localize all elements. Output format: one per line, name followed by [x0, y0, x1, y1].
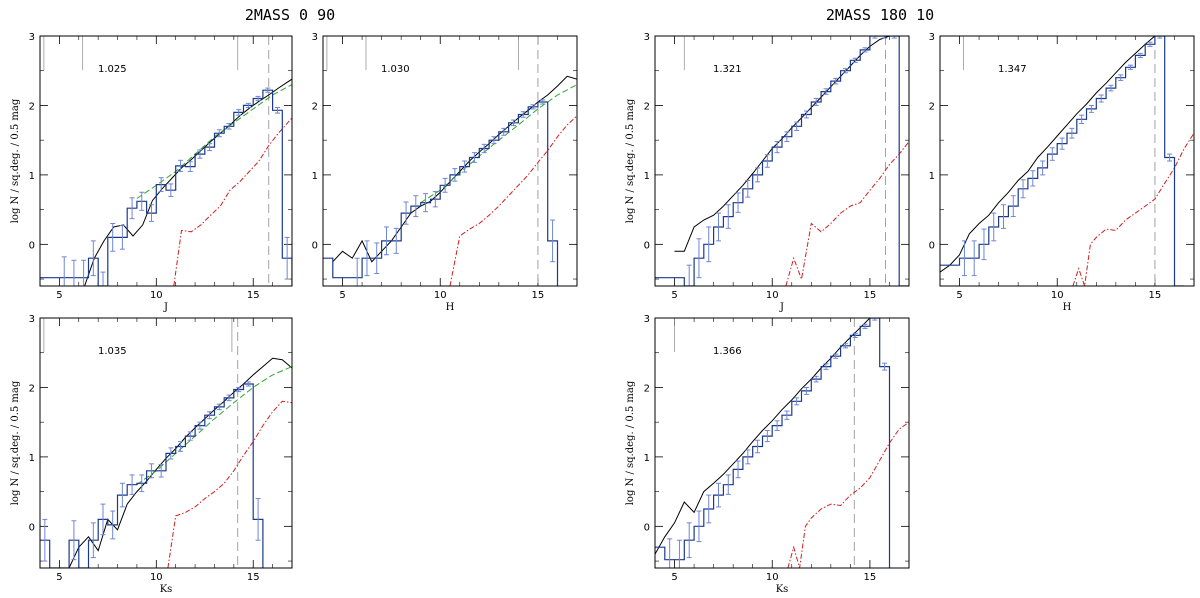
panel-value-label: 1.321 — [713, 64, 742, 75]
panel-value-label: 1.347 — [998, 64, 1027, 75]
y-axis-label: log N / sq.deg. / 0.5 mag — [625, 380, 636, 505]
model-curve-total — [84, 78, 292, 286]
plot-area — [323, 36, 577, 286]
chart-panel-2: 5 10 15 0 1 2 3 H 1.030 — [312, 32, 578, 313]
model-curve-green — [136, 366, 292, 486]
y-tick-label: 0 — [929, 240, 935, 251]
x-axis-label: H — [1063, 302, 1072, 313]
x-tick-label: 5 — [956, 290, 962, 301]
plot-area — [940, 36, 1194, 286]
model-curve-red — [167, 400, 292, 568]
group-title-2mass-0-90: 2MASS 0 90 — [245, 6, 335, 24]
y-axis-label: log N / sq.deg. / 0.5 mag — [10, 380, 21, 505]
panel-frame — [322, 35, 578, 287]
x-tick-label: 10 — [150, 572, 163, 583]
y-tick-label: 3 — [644, 32, 650, 43]
x-tick-label: 5 — [56, 290, 62, 301]
x-axis-label: J — [779, 302, 784, 313]
y-tick-label: 3 — [929, 32, 935, 43]
model-curve-red — [785, 141, 909, 286]
x-tick-label: 5 — [671, 290, 677, 301]
plot-area — [40, 36, 292, 286]
x-axis-label: Ks — [160, 584, 173, 595]
x-axis-label: H — [446, 302, 455, 313]
observed-histogram — [40, 383, 264, 568]
y-tick-label: 0 — [312, 240, 318, 251]
model-curve-red — [1072, 132, 1194, 286]
x-tick-label: 15 — [864, 572, 877, 583]
y-tick-label: 3 — [29, 314, 35, 325]
panel-value-label: 1.366 — [713, 346, 742, 357]
x-tick-label: 10 — [766, 572, 779, 583]
y-tick-label: 0 — [644, 522, 650, 533]
panel-frame — [654, 317, 910, 569]
y-tick-label: 3 — [29, 32, 35, 43]
x-tick-label: 5 — [671, 572, 677, 583]
y-tick-label: 0 — [29, 240, 35, 251]
y-tick-label: 2 — [644, 383, 650, 394]
y-tick-label: 1 — [29, 171, 35, 182]
plot-area — [655, 318, 909, 568]
panel-frame — [939, 35, 1195, 287]
x-axis-label: Ks — [776, 584, 789, 595]
chart-panel-5: 5 10 15 0 1 2 3 Ks log N / sq.deg. / 0.5 mag 1.03… — [10, 314, 293, 595]
y-tick-label: 1 — [312, 171, 318, 182]
x-axis-label: J — [163, 302, 168, 313]
x-tick-label: 15 — [247, 572, 260, 583]
chart-panel-6: 5 10 15 0 1 2 3 Ks log N / sq.deg. / 0.5 mag 1.36… — [625, 314, 910, 595]
y-tick-label: 1 — [644, 171, 650, 182]
model-curve-red — [449, 115, 577, 286]
y-tick-label: 0 — [29, 522, 35, 533]
observed-histogram — [940, 36, 1185, 286]
y-tick-label: 2 — [312, 101, 318, 112]
y-tick-label: 2 — [29, 383, 35, 394]
y-tick-label: 2 — [644, 101, 650, 112]
x-tick-label: 10 — [1051, 290, 1064, 301]
panel-frame — [654, 35, 910, 287]
panel-frame — [39, 317, 293, 569]
y-tick-label: 2 — [29, 101, 35, 112]
panel-value-label: 1.030 — [381, 64, 410, 75]
model-curve-red — [173, 117, 292, 286]
y-tick-label: 3 — [644, 314, 650, 325]
y-axis-label: log N / sq.deg. / 0.5 mag — [625, 98, 636, 223]
observed-histogram — [40, 89, 292, 286]
y-tick-label: 3 — [312, 32, 318, 43]
x-tick-label: 10 — [150, 290, 163, 301]
x-tick-label: 15 — [247, 290, 260, 301]
y-tick-label: 1 — [644, 453, 650, 464]
y-axis-label: log N / sq.deg. / 0.5 mag — [10, 98, 21, 223]
x-tick-label: 10 — [434, 290, 447, 301]
x-tick-label: 10 — [766, 290, 779, 301]
x-tick-label: 15 — [1149, 290, 1162, 301]
x-tick-label: 15 — [532, 290, 545, 301]
y-tick-label: 1 — [929, 171, 935, 182]
observed-histogram — [323, 101, 559, 286]
model-curve-total — [940, 36, 1156, 273]
y-tick-label: 1 — [29, 453, 35, 464]
group-title-2mass-180-10: 2MASS 180 10 — [826, 6, 934, 24]
panel-value-label: 1.035 — [98, 346, 127, 357]
model-curve-red — [787, 421, 909, 568]
observed-histogram — [655, 36, 909, 286]
y-tick-label: 0 — [644, 240, 650, 251]
panel-value-label: 1.025 — [98, 64, 127, 75]
panel-frame — [39, 35, 293, 287]
x-tick-label: 5 — [339, 290, 345, 301]
chart-panel-4: 5 10 15 0 1 2 3 H 1.347 — [929, 32, 1195, 313]
x-tick-label: 5 — [56, 572, 62, 583]
x-tick-label: 15 — [864, 290, 877, 301]
plot-area — [40, 318, 292, 568]
plot-area — [655, 36, 909, 286]
y-tick-label: 2 — [929, 101, 935, 112]
